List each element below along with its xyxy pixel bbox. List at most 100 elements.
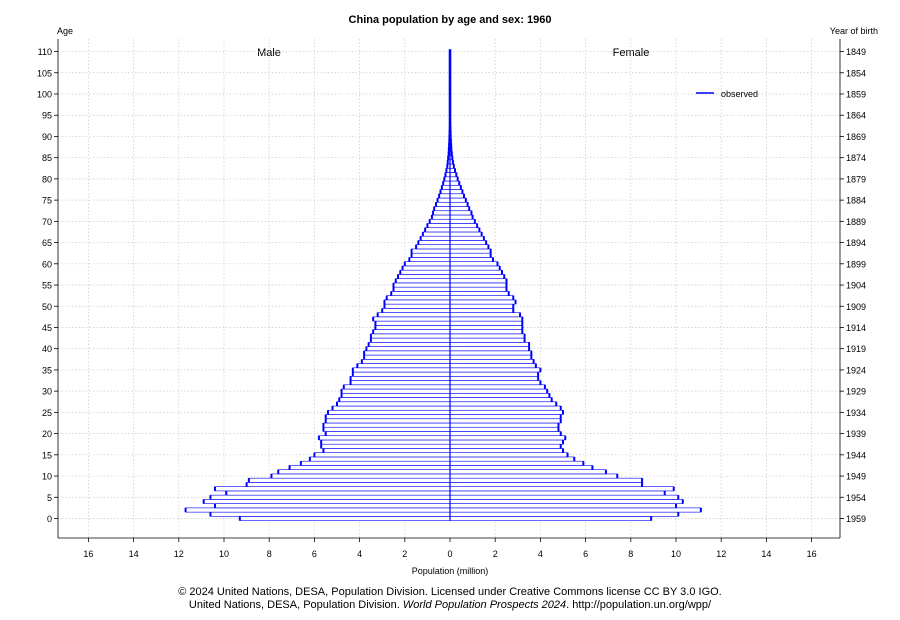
male-bar xyxy=(338,397,451,403)
female-bar xyxy=(449,350,532,356)
female-bar xyxy=(449,392,550,398)
male-bar xyxy=(432,210,451,216)
male-bar xyxy=(431,214,451,220)
female-bar xyxy=(449,486,675,492)
male-bar xyxy=(393,286,451,292)
age-tick-label: 55 xyxy=(42,281,52,291)
male-bar xyxy=(424,227,451,233)
male-bar xyxy=(214,503,451,509)
female-bar xyxy=(449,460,584,466)
female-bar xyxy=(449,308,514,313)
male-bar xyxy=(381,308,451,313)
age-tick-label: 105 xyxy=(37,68,52,78)
female-bar xyxy=(449,278,507,284)
female-bar xyxy=(449,240,487,245)
male-bar xyxy=(404,261,451,267)
birth-year-tick-label: 1939 xyxy=(846,429,866,439)
female-bar xyxy=(449,342,530,347)
age-tick-label: 45 xyxy=(42,323,52,333)
age-tick-label: 10 xyxy=(42,472,52,482)
footer-line-2-suffix: . http://population.un.org/wpp/ xyxy=(566,599,712,611)
female-bar xyxy=(449,375,539,381)
male-bar xyxy=(239,516,451,521)
female-bar xyxy=(449,325,523,330)
age-tick-label: 80 xyxy=(42,174,52,184)
birth-year-tick-label: 1874 xyxy=(846,153,866,163)
footer: © 2024 United Nations, DESA, Population … xyxy=(0,586,900,612)
male-bar xyxy=(323,448,451,454)
birth-year-tick-label: 1949 xyxy=(846,472,866,482)
female-bar xyxy=(449,252,491,258)
female-bar xyxy=(449,235,485,241)
male-bar xyxy=(372,316,451,322)
female-bar xyxy=(449,409,564,415)
female-bar xyxy=(449,448,564,454)
male-bar xyxy=(300,460,451,466)
female-bar xyxy=(449,265,501,271)
footer-line-1: © 2024 United Nations, DESA, Population … xyxy=(178,586,722,598)
female-bar xyxy=(449,291,510,296)
male-bar xyxy=(411,252,451,258)
female-bar xyxy=(449,333,525,339)
male-bar xyxy=(368,342,451,347)
birth-year-tick-label: 1849 xyxy=(846,47,866,57)
x-tick-label: 14 xyxy=(129,549,139,559)
age-tick-label: 75 xyxy=(42,196,52,206)
male-bar xyxy=(341,388,451,394)
female-bar xyxy=(449,257,494,262)
birth-year-tick-label: 1954 xyxy=(846,493,866,503)
age-tick-label: 30 xyxy=(42,387,52,397)
female-bar xyxy=(449,426,559,432)
male-bar xyxy=(289,465,451,470)
male-bar xyxy=(402,265,451,271)
legend: observed xyxy=(696,89,758,99)
female-bar xyxy=(449,244,489,250)
male-bar xyxy=(435,201,451,207)
x-tick-label: 2 xyxy=(402,549,407,559)
age-tick-label: 70 xyxy=(42,217,52,227)
legend-label: observed xyxy=(721,89,758,99)
male-bar xyxy=(210,494,451,500)
male-bar xyxy=(363,350,451,356)
female-bar xyxy=(449,299,516,305)
birth-year-tick-label: 1894 xyxy=(846,238,866,248)
male-bar xyxy=(277,469,451,475)
birth-year-tick-label: 1879 xyxy=(846,174,866,184)
female-bar xyxy=(449,329,523,335)
female-bar xyxy=(449,184,462,190)
male-bar xyxy=(370,337,451,343)
female-bar xyxy=(449,507,702,513)
female-bar xyxy=(449,210,472,216)
female-bar xyxy=(449,206,470,212)
age-tick-label: 90 xyxy=(42,132,52,142)
male-bar xyxy=(309,456,451,462)
female-bar xyxy=(449,193,465,199)
female-bar xyxy=(449,316,523,322)
female-bar xyxy=(449,346,530,352)
male-bar xyxy=(375,320,451,326)
x-tick-label: 12 xyxy=(174,549,184,559)
female-bar xyxy=(449,465,593,470)
male-bar xyxy=(366,346,451,352)
birth-year-tick-label: 1959 xyxy=(846,514,866,524)
male-bar xyxy=(361,359,451,364)
male-bar xyxy=(350,375,451,381)
female-bar xyxy=(449,354,532,360)
age-tick-label: 15 xyxy=(42,450,52,460)
birth-year-tick-label: 1904 xyxy=(846,281,866,291)
birth-year-tick-label: 1884 xyxy=(846,196,866,206)
female-bar xyxy=(449,452,568,458)
male-bar xyxy=(341,392,451,398)
age-tick-label: 35 xyxy=(42,365,52,375)
right-axis-label: Year of birth xyxy=(830,26,878,36)
male-bar xyxy=(384,303,451,309)
male-bar xyxy=(370,333,451,339)
male-bar xyxy=(375,325,451,330)
x-tick-label: 16 xyxy=(83,549,93,559)
male-bar xyxy=(418,240,451,245)
female-bar xyxy=(449,443,562,449)
male-bar xyxy=(350,380,451,386)
birth-year-tick-label: 1944 xyxy=(846,450,866,460)
male-bar xyxy=(323,422,451,428)
female-bar xyxy=(449,176,458,182)
